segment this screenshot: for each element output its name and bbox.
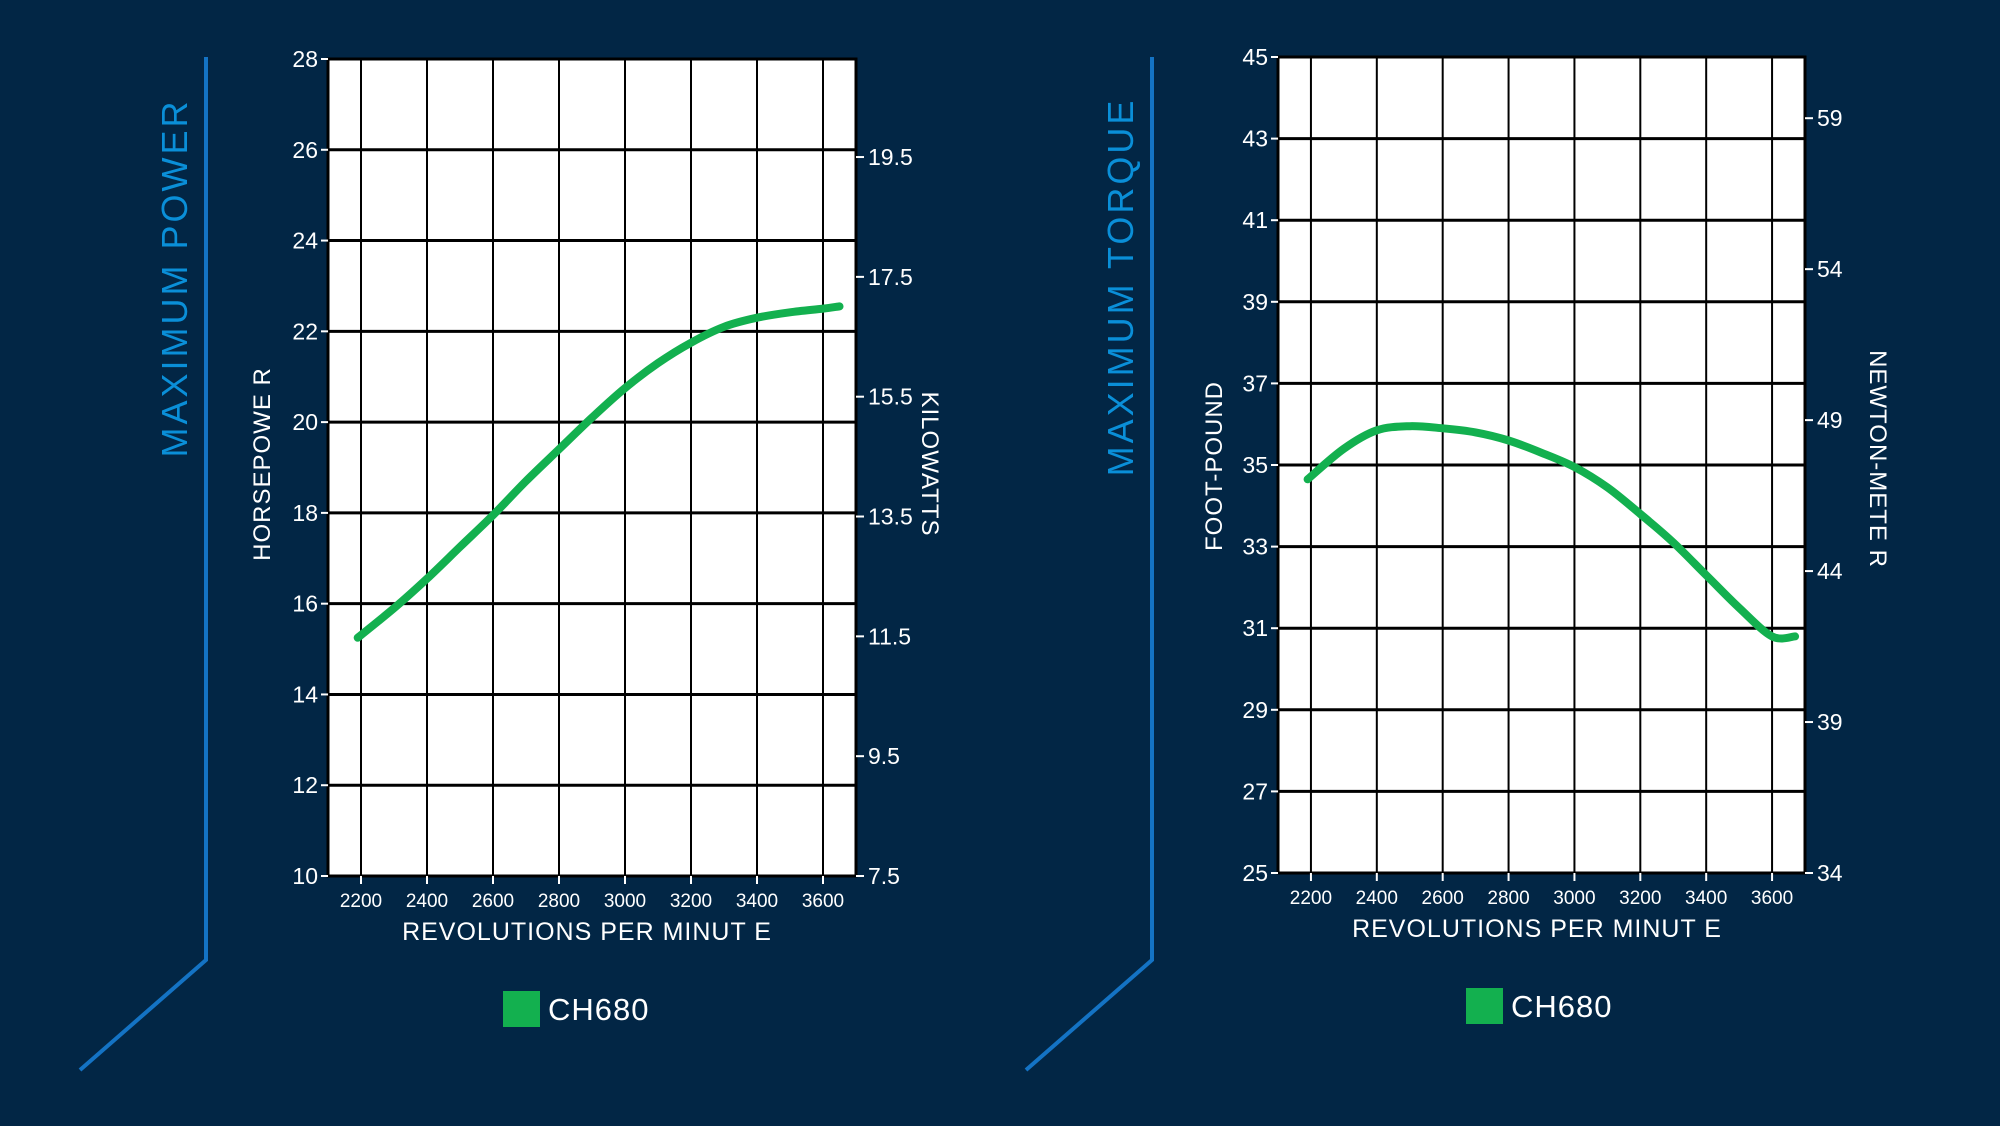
power-y2-tick-label: 9.5 [868,743,900,769]
torque-grid [1276,55,1807,875]
power-title: MAXIMUM POWER [154,99,195,458]
torque-panel: MAXIMUM TORQUE FOOT-POUND NEWTON-METE R … [1024,44,1891,1072]
power-x-tick-label: 2400 [406,891,448,912]
power-y-tick-label: 26 [292,137,318,163]
power-y2-tick-label: 7.5 [868,863,900,889]
torque-x-tick-label: 2800 [1487,888,1529,909]
torque-accent-bracket [1024,57,1154,1072]
torque-y-tick-label: 45 [1242,44,1268,70]
power-y-tick-label: 20 [292,409,318,435]
power-x-tick-label: 2800 [538,891,580,912]
torque-x-tick-label: 2200 [1290,888,1332,909]
power-x-axis-label: REVOLUTIONS PER MINUT E [402,918,772,946]
torque-y-axis-label: FOOT-POUND [1201,381,1228,551]
power-legend-label: CH680 [548,992,650,1027]
torque-y-tick-label: 25 [1242,860,1268,886]
torque-y2-tick-label: 44 [1817,558,1843,584]
torque-x-tick-label: 2400 [1356,888,1398,909]
torque-y2-tick-label: 34 [1817,860,1843,886]
torque-y2-tick-label: 39 [1817,709,1843,735]
power-y-ticks: 10 12 14 16 18 20 22 24 26 28 [292,46,328,889]
torque-x-axis-label: REVOLUTIONS PER MINUT E [1352,915,1722,943]
power-y-tick-label: 12 [292,772,318,798]
power-y2-tick-label: 13.5 [868,504,913,530]
torque-legend-swatch [1466,988,1503,1024]
power-y-tick-label: 10 [292,863,318,889]
torque-x-tick-label: 3600 [1751,888,1793,909]
torque-y-tick-label: 33 [1242,534,1268,560]
torque-y-tick-label: 43 [1242,126,1268,152]
torque-y-tick-label: 41 [1242,207,1268,233]
power-accent-bracket [78,57,208,1072]
power-y2-ticks: 7.5 9.5 11.5 13.5 15.5 17.5 19.5 [856,144,913,889]
torque-y-tick-label: 39 [1242,289,1268,315]
power-plot-frame [326,57,858,878]
torque-title: MAXIMUM TORQUE [1100,98,1141,477]
power-plot-area [328,59,856,876]
torque-y-tick-label: 37 [1242,370,1268,396]
torque-series-line [1303,422,1800,643]
torque-y2-tick-label: 54 [1817,256,1843,282]
power-x-tick-label: 3400 [736,891,778,912]
power-y-tick-label: 22 [292,318,318,344]
power-panel: MAXIMUM POWER HORSEPOWE R KILOWATTS 2200… [78,46,943,1072]
power-x-tick-label: 3200 [670,891,712,912]
torque-x-ticks: 2200 2400 2600 2800 3000 3200 3400 3600 [1290,873,1793,909]
power-x-tick-label: 3600 [802,891,844,912]
power-x-ticks: 2200 2400 2600 2800 3000 3200 3400 3600 [340,876,844,912]
torque-legend: CH680 [1466,988,1613,1024]
power-y2-tick-label: 11.5 [868,623,911,649]
torque-x-tick-label: 2600 [1422,888,1464,909]
power-y2-tick-label: 17.5 [868,264,913,290]
power-series [353,302,844,642]
power-y2-axis-label: KILOWATTS [916,391,943,536]
power-legend-swatch [503,991,540,1027]
torque-legend-label: CH680 [1511,989,1613,1024]
power-legend: CH680 [503,991,650,1027]
torque-x-tick-label: 3200 [1619,888,1661,909]
torque-x-tick-label: 3000 [1553,888,1595,909]
torque-y2-tick-label: 49 [1817,407,1843,433]
power-x-tick-label: 3000 [604,891,646,912]
power-y2-tick-label: 15.5 [868,384,913,410]
power-y-tick-label: 18 [292,500,318,526]
power-y-tick-label: 28 [292,46,318,72]
torque-y-tick-label: 29 [1242,697,1268,723]
power-y-axis-label: HORSEPOWE R [249,367,276,561]
power-y-tick-label: 14 [292,681,318,707]
power-y-tick-label: 24 [292,228,318,254]
power-y2-tick-label: 19.5 [868,144,913,170]
torque-series [1303,422,1800,643]
torque-y2-ticks: 34 39 44 49 54 59 [1805,105,1843,886]
torque-y-tick-label: 27 [1242,778,1268,804]
torque-y-tick-label: 31 [1242,615,1268,641]
power-x-tick-label: 2600 [472,891,514,912]
power-y-tick-label: 16 [292,591,318,617]
torque-y-ticks: 25 27 29 31 33 35 37 39 41 43 45 [1242,44,1278,886]
power-x-tick-label: 2200 [340,891,382,912]
torque-x-tick-label: 3400 [1685,888,1727,909]
torque-y2-axis-label: NEWTON-METE R [1864,350,1891,568]
torque-y2-tick-label: 59 [1817,105,1843,131]
power-series-line [353,302,844,642]
torque-y-tick-label: 35 [1242,452,1268,478]
